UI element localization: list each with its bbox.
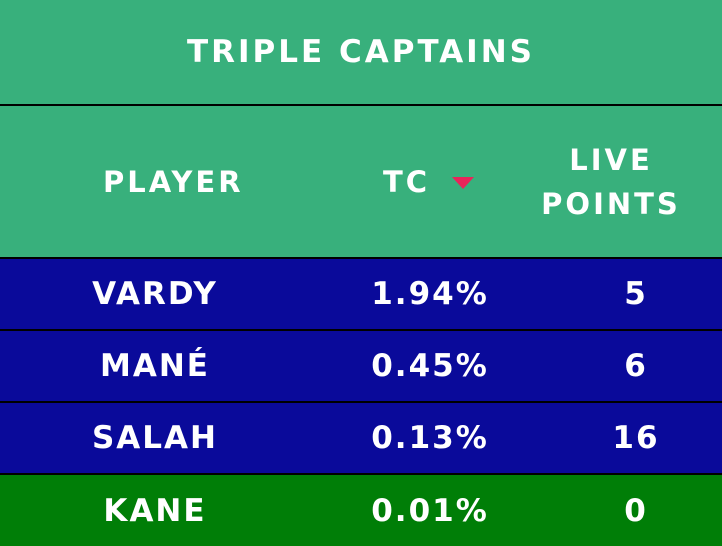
player-name: VARDY (92, 276, 218, 312)
column-header-tc[interactable]: TC (355, 160, 500, 204)
live-points: 0 (624, 492, 648, 529)
player-name: MANÉ (100, 348, 210, 384)
table-row[interactable]: VARDY 1.94% 5 (0, 259, 722, 329)
tc-percentage: 0.45% (371, 348, 489, 384)
tc-percentage: 1.94% (371, 276, 489, 312)
column-header-player[interactable]: PLAYER (103, 164, 244, 199)
table-row[interactable]: MANÉ 0.45% 6 (0, 331, 722, 401)
column-header-live-points[interactable]: LIVE POINTS (500, 138, 722, 226)
tc-percentage: 0.13% (371, 420, 489, 456)
column-header-live-label: LIVE (569, 142, 653, 177)
table-row[interactable]: SALAH 0.13% 16 (0, 403, 722, 473)
column-header-tc-label: TC (383, 164, 431, 199)
column-header-points-label: POINTS (541, 186, 681, 221)
live-points: 6 (624, 348, 648, 384)
live-points: 5 (624, 276, 648, 312)
widget-title: TRIPLE CAPTAINS (0, 0, 722, 104)
player-name: SALAH (91, 420, 218, 456)
table-header: PLAYER TC LIVE POINTS (0, 106, 722, 257)
player-name: KANE (103, 492, 207, 529)
tc-percentage: 0.01% (371, 492, 489, 529)
sort-desc-icon[interactable] (452, 176, 475, 189)
live-points: 16 (612, 420, 660, 456)
table-row-highlighted[interactable]: KANE 0.01% 0 (0, 475, 722, 546)
